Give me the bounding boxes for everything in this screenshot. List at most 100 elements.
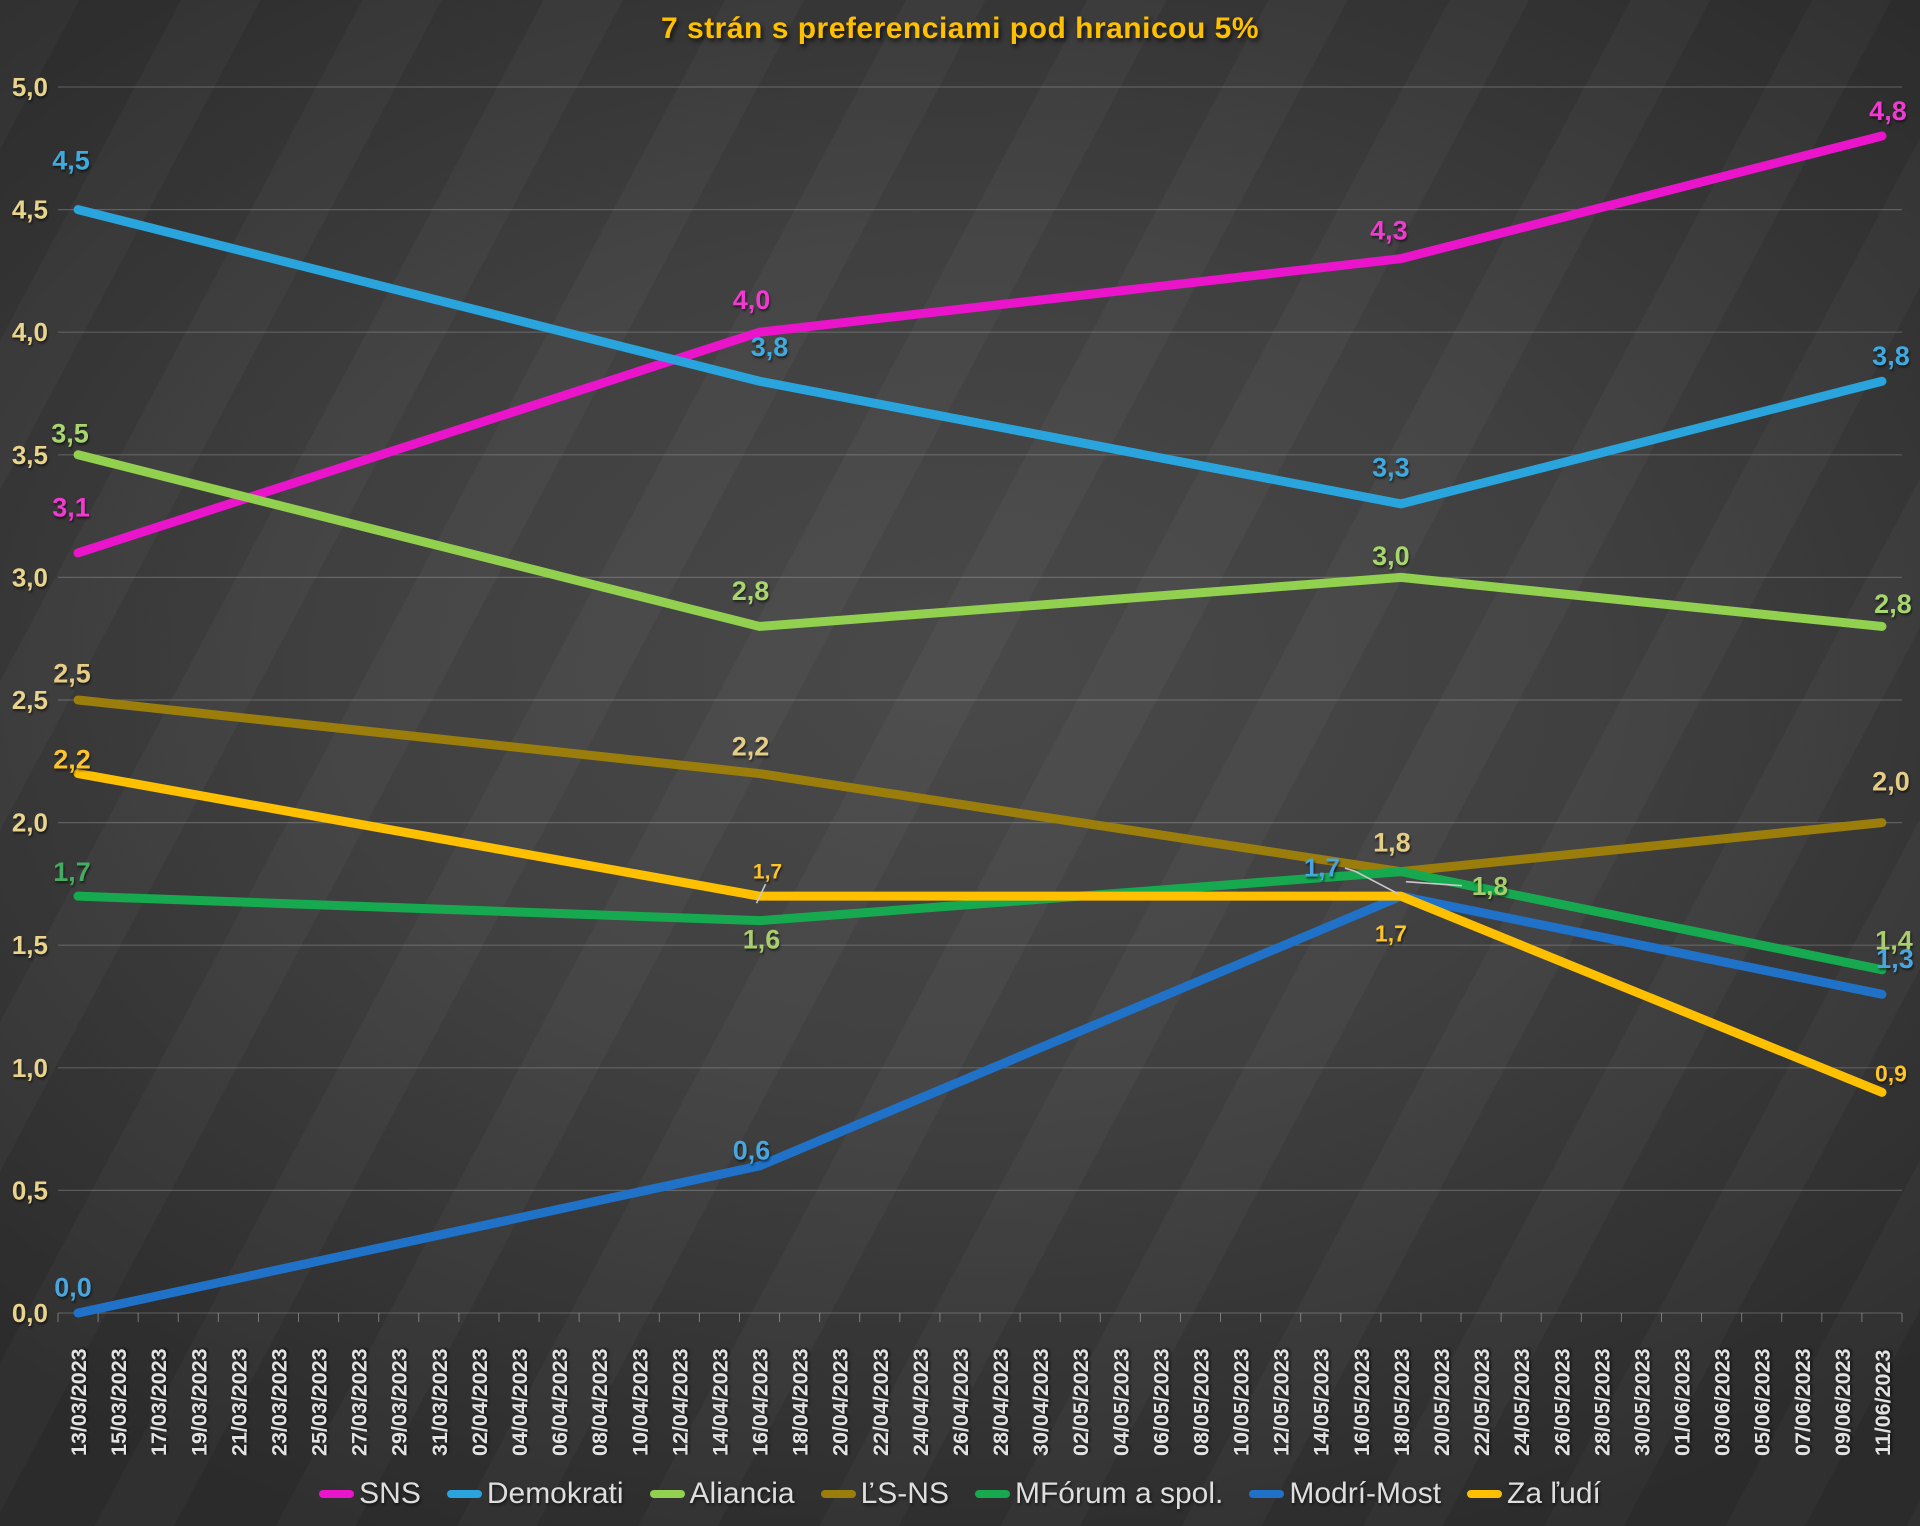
data-label-Za ľudí: 1,7 <box>1375 920 1407 946</box>
x-axis-tick-label: 14/05/2023 <box>1310 1348 1334 1456</box>
data-label-Aliancia: 2,8 <box>1874 589 1912 619</box>
x-axis-tick-label: 19/03/2023 <box>187 1348 211 1456</box>
x-axis-tick-label: 13/03/2023 <box>67 1348 91 1456</box>
x-axis-tick-label: 09/06/2023 <box>1831 1348 1855 1456</box>
x-axis-tick-label: 16/04/2023 <box>749 1348 773 1456</box>
legend-item-SNS: SNS <box>319 1477 421 1511</box>
x-axis-tick-label: 08/04/2023 <box>588 1348 612 1456</box>
data-label-SNS: 4,0 <box>733 285 771 315</box>
y-axis-tick-label: 1,0 <box>12 1053 48 1083</box>
data-label-Modrí-Most: 1,3 <box>1876 944 1914 974</box>
x-axis-tick-label: 23/03/2023 <box>267 1348 291 1456</box>
legend-label: MFórum a spol. <box>1014 1477 1224 1510</box>
x-axis-tick-label: 24/05/2023 <box>1510 1348 1534 1456</box>
x-axis-tick-label: 20/04/2023 <box>829 1348 853 1456</box>
series-line-MFórum a spol. <box>73 867 1887 975</box>
y-axis-tick-label: 4,0 <box>12 317 48 347</box>
data-label-ĽS-NS: 1,8 <box>1373 827 1411 857</box>
data-label-SNS: 4,3 <box>1370 215 1408 245</box>
x-axis-tick-label: 10/05/2023 <box>1230 1348 1254 1456</box>
data-label-SNS: 3,1 <box>52 493 90 523</box>
x-axis-tick-label: 28/04/2023 <box>989 1348 1013 1456</box>
x-axis-tick-label: 22/05/2023 <box>1470 1348 1494 1456</box>
series-line-Demokrati <box>73 205 1887 509</box>
x-axis-tick-label: 12/05/2023 <box>1270 1348 1294 1456</box>
x-axis-tick-label: 02/05/2023 <box>1069 1348 1093 1456</box>
x-axis-tick-label: 24/04/2023 <box>909 1348 933 1456</box>
x-axis-tick-label: 07/06/2023 <box>1791 1348 1815 1456</box>
x-axis-tick-label: 04/05/2023 <box>1109 1348 1133 1456</box>
x-axis-tick-label: 25/03/2023 <box>308 1348 332 1456</box>
legend-swatch <box>1249 1490 1285 1498</box>
y-axis-tick-label: 0,5 <box>12 1175 48 1205</box>
x-axis-tick-label: 26/05/2023 <box>1550 1348 1574 1456</box>
x-axis-tick-label: 18/05/2023 <box>1390 1348 1414 1456</box>
data-label-Aliancia: 3,0 <box>1372 541 1410 571</box>
x-axis-tick-label: 01/06/2023 <box>1671 1348 1695 1456</box>
data-label-ĽS-NS: 2,5 <box>53 659 91 689</box>
x-axis-tick-label: 11/06/2023 <box>1871 1350 1895 1456</box>
data-label-Demokrati: 3,8 <box>751 332 789 362</box>
legend-item-Demokrati: Demokrati <box>446 1477 624 1511</box>
x-axis-tick-label: 21/03/2023 <box>227 1348 251 1456</box>
y-axis-tick-label: 1,5 <box>12 930 48 960</box>
data-label-ĽS-NS: 2,0 <box>1872 766 1910 796</box>
x-axis-tick-label: 28/05/2023 <box>1590 1348 1614 1456</box>
y-axis-tick-label: 2,5 <box>12 685 48 715</box>
x-axis-tick-label: 31/03/2023 <box>428 1348 452 1456</box>
data-label-MFórum a spol.: 1,4 <box>1875 925 1913 955</box>
legend-swatch <box>1467 1490 1503 1498</box>
data-label-MFórum a spol.: 1,8 <box>1472 871 1508 901</box>
legend-label: SNS <box>359 1477 421 1510</box>
x-axis-tick-label: 30/04/2023 <box>1029 1348 1053 1456</box>
legend-label: Za ľudí <box>1507 1477 1601 1510</box>
x-axis-tick-label: 08/05/2023 <box>1189 1348 1213 1456</box>
x-axis-tick-label: 27/03/2023 <box>348 1348 372 1456</box>
data-label-MFórum a spol.: 1,6 <box>743 924 781 954</box>
y-axis-tick-label: 4,5 <box>12 195 48 225</box>
legend-item-MFórum a spol.: MFórum a spol. <box>974 1477 1224 1511</box>
data-label-Za ľudí: 1,7 <box>753 861 782 884</box>
x-axis-tick-label: 06/04/2023 <box>548 1348 572 1456</box>
data-label-SNS: 4,8 <box>1869 96 1907 126</box>
x-axis-tick-label: 30/05/2023 <box>1630 1348 1654 1456</box>
data-label-MFórum a spol.: 1,7 <box>53 857 91 887</box>
data-label-Modrí-Most: 0,0 <box>54 1273 92 1303</box>
legend-label: Demokrati <box>486 1477 624 1510</box>
x-axis-tick-label: 18/04/2023 <box>789 1348 813 1456</box>
legend-label: Modrí-Most <box>1289 1477 1442 1510</box>
series-line-Za ľudí <box>73 769 1887 1097</box>
chart-title: 7 strán s preferenciami pod hranicou 5% <box>660 12 1259 45</box>
legend-swatch <box>820 1490 856 1498</box>
y-axis-tick-label: 3,0 <box>12 562 48 592</box>
legend-swatch <box>649 1490 685 1498</box>
legend-label: Aliancia <box>689 1477 795 1510</box>
x-axis-tick-label: 04/04/2023 <box>508 1348 532 1456</box>
x-axis-tick-label: 02/04/2023 <box>468 1348 492 1456</box>
series-line-Aliancia <box>73 450 1887 631</box>
data-label-leader-line <box>1405 880 1462 887</box>
x-axis-tick-label: 20/05/2023 <box>1430 1348 1454 1456</box>
legend-label: ĽS-NS <box>860 1477 949 1510</box>
data-label-Aliancia: 3,5 <box>51 419 89 449</box>
legend-swatch <box>974 1490 1010 1498</box>
x-axis-tick-label: 16/05/2023 <box>1350 1348 1374 1456</box>
data-label-Demokrati: 4,5 <box>52 145 90 175</box>
data-label-leader-line <box>1344 867 1400 895</box>
legend-swatch <box>446 1490 482 1498</box>
x-axis-tick-label: 03/06/2023 <box>1711 1348 1735 1456</box>
series-line-ĽS-NS <box>73 695 1887 877</box>
data-label-Demokrati: 3,8 <box>1872 341 1910 371</box>
data-label-Demokrati: 3,3 <box>1372 453 1410 483</box>
y-axis-tick-label: 5,0 <box>12 72 48 102</box>
x-axis-tick-label: 17/03/2023 <box>147 1348 171 1456</box>
data-label-Za ľudí: 0,9 <box>1875 1061 1907 1087</box>
x-axis-tick-label: 14/04/2023 <box>708 1348 732 1456</box>
y-axis-tick-label: 2,0 <box>12 808 48 838</box>
legend: SNS Demokrati Aliancia ĽS-NS MFórum a spol. M… <box>0 1472 1920 1516</box>
series-line-Modrí-Most <box>73 891 1887 1318</box>
y-axis-tick-label: 0,0 <box>12 1298 48 1328</box>
legend-item-Modrí-Most: Modrí-Most <box>1249 1477 1441 1511</box>
